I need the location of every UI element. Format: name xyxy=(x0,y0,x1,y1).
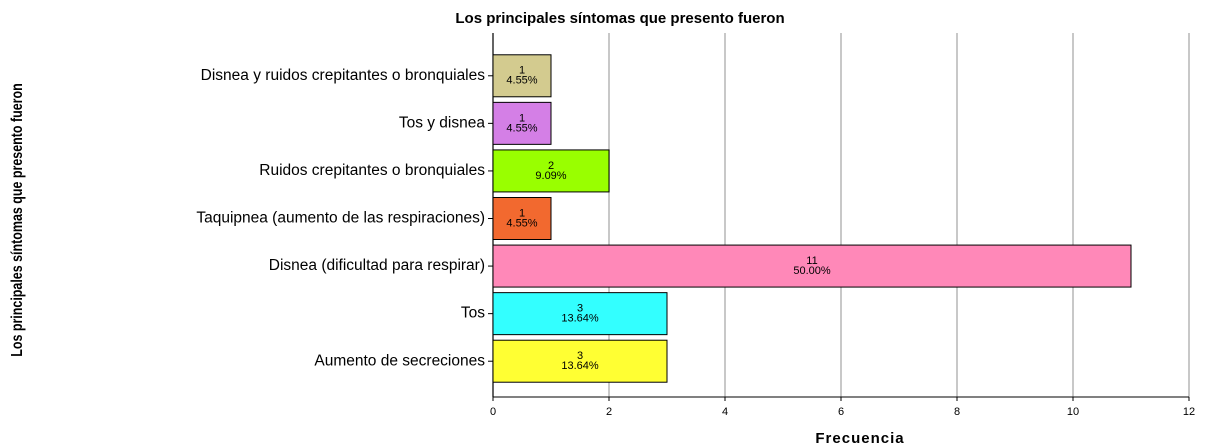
bar-count-label: 11 xyxy=(806,255,817,267)
x-tick-label: 8 xyxy=(954,406,960,418)
bar-count-label: 1 xyxy=(519,112,525,124)
x-tick-label: 10 xyxy=(1067,406,1079,418)
bar-count-label: 3 xyxy=(577,350,583,362)
x-tick-label: 12 xyxy=(1183,406,1195,418)
y-tick-label: Disnea (dificultad para respirar) xyxy=(269,257,485,274)
y-tick-label: Ruidos crepitantes o bronquiales xyxy=(259,162,485,179)
chart-title: Los principales síntomas que presento fu… xyxy=(455,10,784,27)
bar-count-label: 3 xyxy=(577,303,583,315)
bar xyxy=(492,197,552,240)
bar-percent-label: 4.55% xyxy=(506,122,537,134)
x-axis-label: Frecuencia xyxy=(815,430,904,447)
bar-percent-label: 4.55% xyxy=(506,75,537,87)
bar xyxy=(492,339,668,383)
bar xyxy=(492,244,1132,288)
y-tick-label: Disnea y ruidos crepitantes o bronquiale… xyxy=(201,67,486,84)
bar-percent-label: 4.55% xyxy=(506,217,537,229)
y-axis-label: Los principales síntomas que presento fu… xyxy=(9,83,27,357)
bar xyxy=(492,292,668,336)
y-tick-label: Tos y disnea xyxy=(399,114,486,131)
bar-percent-label: 13.64% xyxy=(561,313,599,325)
bar-count-label: 2 xyxy=(548,160,554,172)
bar-count-label: 1 xyxy=(519,207,525,219)
x-tick-label: 4 xyxy=(722,406,728,418)
y-tick-label: Taquipnea (aumento de las respiraciones) xyxy=(196,210,485,227)
bar xyxy=(492,101,552,145)
bar xyxy=(492,149,610,193)
bar-percent-label: 50.00% xyxy=(793,265,831,277)
bar-percent-label: 13.64% xyxy=(561,360,599,372)
bar xyxy=(492,54,552,98)
y-tick-label: Tos xyxy=(461,305,485,322)
x-tick-label: 0 xyxy=(490,406,496,418)
bar-percent-label: 9.09% xyxy=(535,170,566,182)
y-tick-label: Aumento de secreciones xyxy=(314,352,485,369)
bar-count-label: 1 xyxy=(519,65,525,77)
x-tick-label: 2 xyxy=(606,406,612,418)
x-tick-label: 6 xyxy=(838,406,844,418)
